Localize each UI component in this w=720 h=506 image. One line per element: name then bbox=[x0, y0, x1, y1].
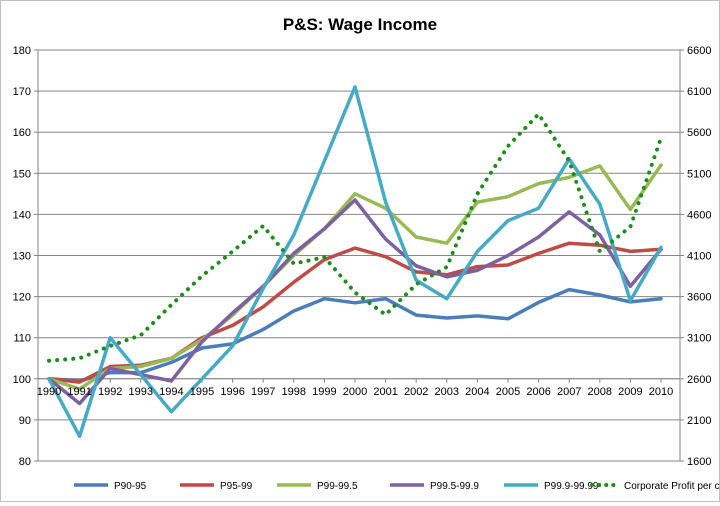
y-tick-label: 100 bbox=[13, 374, 31, 386]
series-line bbox=[47, 287, 663, 383]
x-tick-label: 2010 bbox=[649, 386, 673, 398]
y2-tick-label: 6600 bbox=[687, 45, 711, 57]
x-tick-label: 2007 bbox=[557, 386, 581, 398]
y-tick-label: 150 bbox=[13, 168, 31, 180]
y-tick-label: 170 bbox=[13, 86, 31, 98]
y2-tick-label: 6100 bbox=[687, 86, 711, 98]
series-line bbox=[47, 241, 663, 384]
x-tick-label: 1998 bbox=[282, 386, 306, 398]
series-lines bbox=[47, 85, 663, 439]
y-tick-label: 160 bbox=[13, 127, 31, 139]
x-tick-label: 1997 bbox=[251, 386, 275, 398]
y2-tick-label: 3600 bbox=[687, 292, 711, 304]
legend: P90-95 P95-99 P99-99.5 P99.5-99.9 P99.9-99.9… bbox=[74, 481, 720, 492]
x-tick-label: 2006 bbox=[526, 386, 550, 398]
y-tick-label: 130 bbox=[13, 251, 31, 263]
y2-tick-label: 4600 bbox=[687, 209, 711, 221]
x-tick-label: 1994 bbox=[159, 386, 183, 398]
x-tick-label: 2001 bbox=[373, 386, 397, 398]
gridlines bbox=[38, 49, 680, 462]
x-tick-label: 2008 bbox=[588, 386, 612, 398]
y2-tick-label: 1600 bbox=[687, 456, 711, 468]
x-tick-label: 1992 bbox=[98, 386, 122, 398]
series-line bbox=[47, 198, 663, 406]
y-tick-label: 180 bbox=[13, 45, 31, 57]
legend-label: P90-95 bbox=[114, 481, 147, 492]
y-tick-label: 110 bbox=[13, 333, 31, 345]
axes bbox=[34, 49, 684, 462]
legend-label: P95-99 bbox=[220, 481, 253, 492]
series-line bbox=[47, 163, 663, 391]
y2-tick-label: 4100 bbox=[687, 251, 711, 263]
x-tick-label: 1999 bbox=[312, 386, 336, 398]
tick-labels: 80 90 100 110 120 130 140 150 160 170 180 1600 2100 2… bbox=[13, 45, 712, 468]
x-tick-label: 2009 bbox=[618, 386, 642, 398]
legend-label: P99-99.5 bbox=[317, 481, 358, 492]
y2-tick-label: 2100 bbox=[687, 415, 711, 427]
x-tick-label: 2004 bbox=[465, 386, 489, 398]
x-tick-label: 1996 bbox=[220, 386, 244, 398]
y2-tick-label: 5600 bbox=[687, 127, 711, 139]
y-tick-label: 120 bbox=[13, 292, 31, 304]
x-tick-label: 1993 bbox=[129, 386, 153, 398]
x-tick-label: 2002 bbox=[404, 386, 428, 398]
x-tick-label: 1995 bbox=[190, 386, 214, 398]
series-line bbox=[47, 112, 663, 363]
x-tick-label: 1991 bbox=[67, 386, 91, 398]
y-tick-label: 80 bbox=[19, 456, 31, 468]
x-tick-label: 2003 bbox=[435, 386, 459, 398]
chart-title: P&S: Wage Income bbox=[283, 15, 437, 34]
y2-tick-label: 3100 bbox=[687, 333, 711, 345]
x-tick-label: 2000 bbox=[343, 386, 367, 398]
x-tick-label: 1990 bbox=[37, 386, 61, 398]
y2-tick-label: 5100 bbox=[687, 168, 711, 180]
y-tick-label: 140 bbox=[13, 209, 31, 221]
legend-label: Corporate Profit per capita bbox=[624, 481, 719, 492]
legend-label: P99.9-99.99 bbox=[544, 481, 599, 492]
series-line bbox=[47, 85, 663, 439]
x-tick-label: 2005 bbox=[496, 386, 520, 398]
y2-tick-label: 2600 bbox=[687, 374, 711, 386]
y-tick-label: 90 bbox=[19, 415, 31, 427]
legend-label: P99.5-99.9 bbox=[430, 481, 479, 492]
